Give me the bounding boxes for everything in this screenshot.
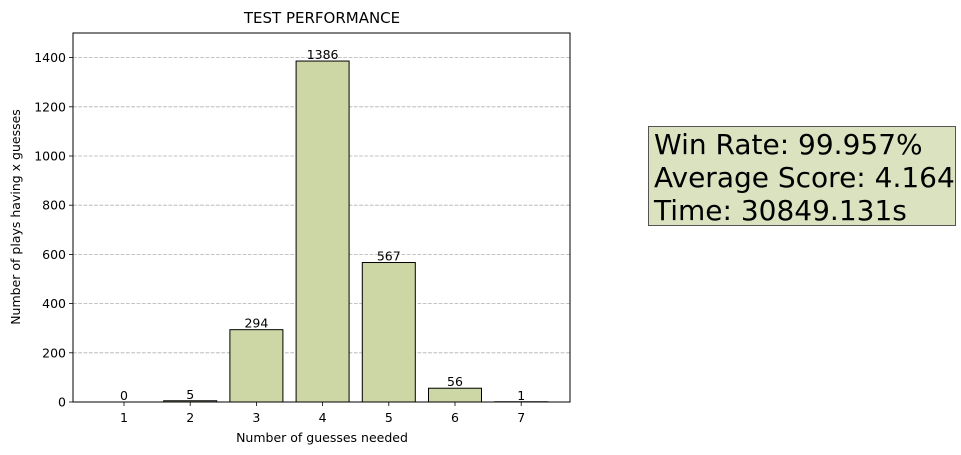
- bar: [428, 387, 482, 403]
- x-tick-label: 2: [186, 410, 194, 425]
- chart-title: TEST PERFORMANCE: [243, 9, 400, 27]
- bar-value-label: 5: [186, 387, 194, 402]
- bar: [295, 60, 350, 403]
- plot-frame: [72, 32, 571, 403]
- bar-value-label: 1: [517, 388, 525, 403]
- y-tick-label: 400: [42, 296, 66, 311]
- y-axis-ticks: 0 200 400 600 800 1000 1200 1400: [34, 50, 73, 410]
- bar: [229, 329, 284, 403]
- bar: [361, 262, 416, 403]
- x-tick-label: 5: [385, 410, 393, 425]
- x-axis-ticks: 1 2 3 4 5 6 7: [120, 402, 525, 425]
- x-tick-label: 6: [451, 410, 459, 425]
- y-tick-label: 1400: [34, 50, 66, 65]
- data-labels: 0 5 294 1386 567 56 1: [120, 47, 525, 403]
- win-rate-text: Win Rate: 99.957%: [654, 128, 923, 161]
- y-axis-label: Number of plays having x guesses: [8, 109, 23, 325]
- y-tick-label: 800: [42, 198, 66, 213]
- y-tick-label: 200: [42, 345, 66, 360]
- y-tick-label: 1200: [34, 99, 66, 114]
- time-text: Time: 30849.131s: [654, 194, 907, 227]
- x-tick-label: 3: [252, 410, 260, 425]
- bar-value-label: 567: [377, 249, 401, 264]
- x-axis-label: Number of guesses needed: [236, 430, 408, 445]
- x-tick-label: 4: [319, 410, 327, 425]
- bar-value-label: 0: [120, 388, 128, 403]
- y-tick-label: 600: [42, 247, 66, 262]
- y-tick-label: 1000: [34, 149, 66, 164]
- y-gridlines: [73, 57, 570, 354]
- x-tick-label: 7: [517, 410, 525, 425]
- y-tick-label: 0: [58, 395, 66, 410]
- x-tick-label: 1: [120, 410, 128, 425]
- bar-value-label: 1386: [307, 47, 339, 62]
- bars: [163, 60, 549, 403]
- average-score-text: Average Score: 4.164: [654, 161, 955, 194]
- bar-value-label: 56: [447, 374, 463, 389]
- stats-box: Win Rate: 99.957% Average Score: 4.164 T…: [648, 126, 956, 227]
- bar-value-label: 294: [244, 316, 268, 331]
